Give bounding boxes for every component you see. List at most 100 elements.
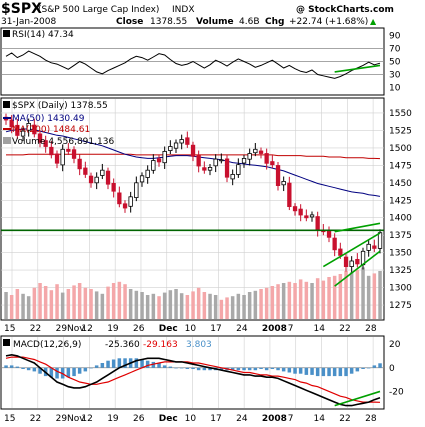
volume-value: 4.6B [239,17,260,27]
price-tick-label: 1450 [389,179,412,189]
volume-bar [145,295,150,319]
price-tick-label: 1525 [389,126,412,136]
volume-bar [134,290,139,319]
volume-bar [219,299,224,319]
macd-x-tick-label: 24 [236,414,248,424]
macd-histogram-bar [281,367,286,372]
candle-body [230,173,235,180]
macd-histogram-bar [21,367,25,369]
volume-bar [253,290,258,319]
volume-bar [117,281,122,319]
candle-body [315,216,320,231]
macd-histogram-bar [134,358,139,368]
volume-bar [168,290,173,319]
macd-histogram-bar [361,367,365,369]
macd-histogram-bar [310,367,314,375]
candle-body [298,208,303,216]
candle-body [241,157,247,164]
candle-body [224,158,230,178]
candle-body [32,124,37,135]
macd-x-tick-label: 10 [185,414,197,424]
macd-histogram-bar [106,360,110,368]
volume-bar [140,292,144,319]
macd-histogram-bar [366,367,371,369]
macd-histogram-bar [304,367,309,375]
ma50-legend: MA(50) 1430.49 [12,114,85,124]
candle-body [60,148,65,166]
candle-body [156,158,162,163]
rsi-tick-label: 30 [389,71,401,81]
macd-label-value: -25.360 [105,340,140,350]
volume-bar [315,278,320,319]
price-x-tick-label: 19 [107,324,119,334]
symbol-title: $SPX [1,1,42,17]
volume-bar [225,297,229,319]
macd-histogram-bar [230,367,235,371]
volume-bar [151,293,156,319]
macd-histogram-bar [49,367,54,378]
macd-histogram-bar [145,360,150,368]
macd-histogram-bar [38,367,42,374]
candle-body [77,158,82,170]
macd-histogram-bar [247,367,252,371]
price-x-tick-label: 7 [288,324,294,334]
candle-body [236,164,241,175]
macd-x-tick-label: Dec [159,414,178,424]
candle-body [94,176,99,184]
volume-bar [38,283,42,319]
candle-body [372,245,377,249]
macd-histogram-bar [315,367,320,377]
macd-histogram-bar [355,367,360,372]
candle-body [304,215,309,219]
macd-histogram-bar [242,367,246,371]
volume-bar [32,287,37,319]
price-tick-label: 1350 [389,249,412,259]
volume-bar [287,281,292,319]
candle-body [9,119,14,128]
macd-trendline [334,390,381,407]
macd-x-tick-label: 19 [107,414,119,424]
macd-histogram-bar [174,367,178,369]
price-x-tick-label: 22 [339,324,350,334]
price-tick-label: 1425 [389,196,412,206]
macd-histogram-bar [327,367,331,377]
volume-bar [185,295,190,319]
candle-body [71,149,77,159]
macd-histogram-bar [32,367,37,372]
signal-line [5,356,381,403]
volume-bar [208,293,212,319]
index-name: (S&P 500 Large Cap Index) [38,5,159,15]
candle-body [332,237,337,251]
macd-histogram-bar [151,361,156,368]
candle-body [26,123,31,131]
candle-body [309,214,315,218]
volume-bar [236,293,241,319]
macd-histogram-bar [332,367,337,377]
volume-bar [162,292,167,319]
candle-body [355,258,360,265]
candle-body [128,196,133,207]
macd-histogram-bar [208,367,212,371]
candle-body [151,160,156,171]
macd-histogram-bar [162,365,167,368]
macd-histogram-bar [89,367,93,369]
candle-body [88,175,94,184]
macd-histogram-bar [236,367,241,371]
candle-body [117,192,122,205]
price-tick-label: 1300 [389,284,412,294]
macd-histogram-bar [264,367,269,371]
macd-histogram-bar [123,358,127,368]
macd-histogram-bar [26,367,31,371]
signal-label-value: -29.163 [143,340,178,350]
macd-histogram-bar [219,367,224,371]
candle-body [122,203,128,209]
volume-bar [128,289,133,319]
volume-bar [293,283,297,319]
macd-histogram-bar [55,367,59,379]
macd-x-tick-label: 22 [30,414,41,424]
rsi-tick-label: 10 [389,84,401,94]
candle-body [287,182,292,208]
volume-bar [49,290,54,319]
volume-bar [15,289,20,319]
candle-body [111,182,116,192]
